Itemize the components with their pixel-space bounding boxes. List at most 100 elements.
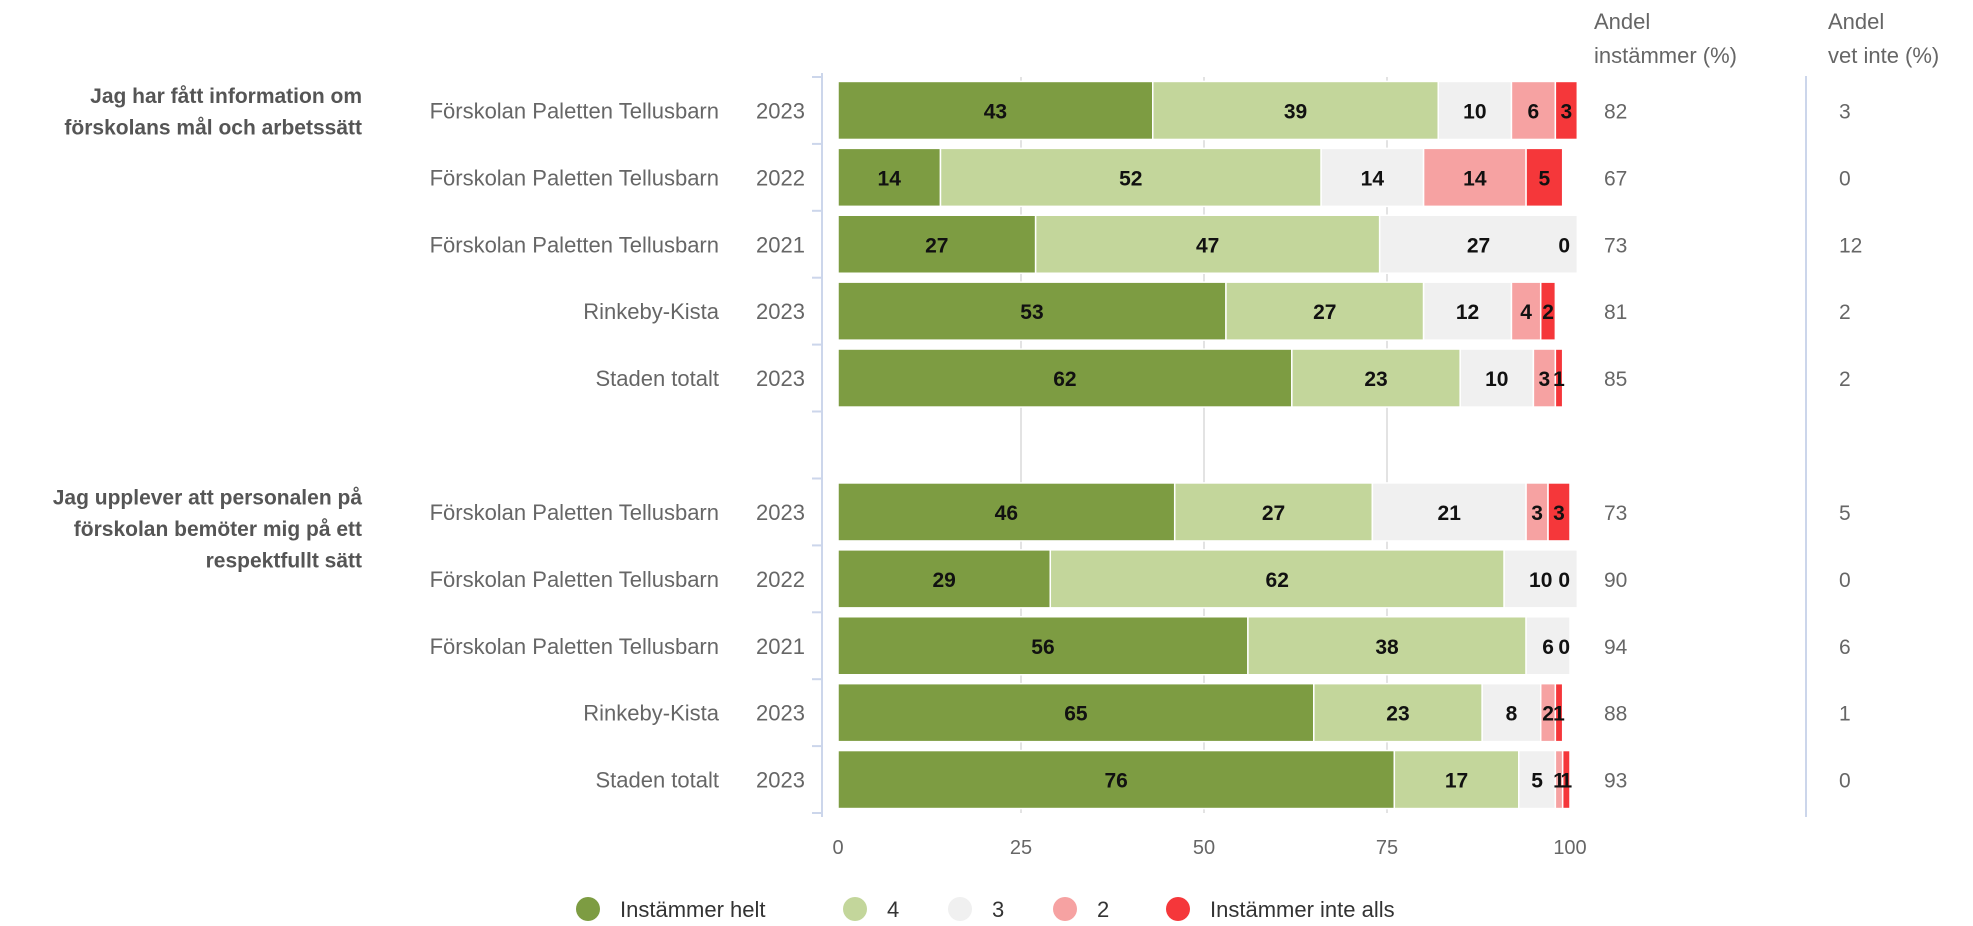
data-label: 5 — [1531, 770, 1543, 793]
dont-know-value: 0 — [1839, 770, 1851, 793]
bar-segment — [939, 147, 1322, 208]
data-label: 10 — [1485, 368, 1508, 391]
data-label: 21 — [1438, 502, 1462, 525]
data-label: 0 — [1558, 234, 1570, 257]
bar-segment — [1173, 482, 1374, 542]
x-tick-label: 0 — [832, 837, 843, 859]
dont-know-value: 0 — [1839, 167, 1851, 190]
row-unit-label: Staden totalt — [595, 768, 719, 793]
legend-item-label: 4 — [887, 897, 899, 922]
question-label: Jag upplever att personalen på — [53, 487, 363, 510]
bar-segment — [1525, 147, 1564, 208]
data-label: 46 — [995, 502, 1018, 525]
x-tick-label: 100 — [1553, 837, 1586, 859]
bars-layer — [837, 80, 1579, 810]
bar-segment — [1554, 682, 1564, 743]
bar-segment — [1422, 147, 1527, 208]
data-label: 39 — [1284, 100, 1307, 123]
row-unit-label: Förskolan Paletten Tellusbarn — [430, 232, 719, 257]
bar-segment — [837, 616, 1249, 676]
agree-value: 82 — [1604, 100, 1627, 123]
bar-segment — [1561, 749, 1571, 810]
agree-value: 73 — [1604, 234, 1627, 257]
row-unit-label: Förskolan Paletten Tellusbarn — [430, 634, 719, 659]
legend-item-label: Instämmer helt — [620, 897, 766, 922]
agree-value: 81 — [1604, 301, 1627, 324]
data-label: 1 — [1553, 770, 1565, 793]
agree-value: 88 — [1604, 703, 1627, 726]
data-label: 10 — [1529, 569, 1552, 592]
dont-know-value: 3 — [1839, 100, 1851, 123]
row-year-label: 2022 — [756, 567, 805, 592]
row-year-label: 2021 — [756, 634, 805, 659]
dont-know-value: 0 — [1839, 569, 1851, 592]
legend-item-label: 3 — [992, 897, 1004, 922]
bar-segment — [837, 749, 1396, 810]
data-label: 1 — [1560, 770, 1572, 793]
question-label: respektfullt sätt — [206, 550, 362, 573]
data-label: 14 — [1361, 167, 1385, 190]
data-label: 17 — [1445, 770, 1468, 793]
row-unit-label: Förskolan Paletten Tellusbarn — [430, 165, 719, 190]
dontknow-header-line1: Andel — [1828, 9, 1884, 34]
data-label: 6 — [1542, 636, 1554, 659]
dont-know-value: 2 — [1839, 368, 1851, 391]
row-year-label: 2023 — [756, 299, 805, 324]
bar-segment — [1554, 80, 1579, 141]
bar-segment — [1049, 549, 1505, 609]
bar-segment — [1378, 214, 1579, 274]
data-label: 53 — [1020, 301, 1043, 324]
data-label: 2 — [1542, 703, 1554, 726]
agree-value: 73 — [1604, 502, 1627, 525]
question-label: förskolans mål och arbetssätt — [64, 117, 362, 140]
data-label: 23 — [1386, 703, 1409, 726]
row-year-label: 2021 — [756, 232, 805, 257]
data-label: 1 — [1553, 368, 1565, 391]
bar-segment — [1393, 749, 1520, 810]
data-label: 65 — [1064, 703, 1088, 726]
legend-layer[interactable]: Instämmer helt 4 3 2 Instämmer inte alls — [576, 897, 1395, 922]
bar-segment — [1525, 616, 1571, 676]
dont-know-value: 5 — [1839, 502, 1851, 525]
data-label: 3 — [1531, 502, 1543, 525]
data-label: 2 — [1542, 301, 1554, 324]
bar-segment — [1371, 482, 1527, 542]
bar-segment — [1152, 80, 1439, 141]
data-label: 43 — [984, 100, 1007, 123]
agree-value: 93 — [1604, 770, 1627, 793]
data-label: 14 — [878, 167, 902, 190]
agree-value: 94 — [1604, 636, 1628, 659]
data-label: 14 — [1463, 167, 1487, 190]
bar-segment — [837, 80, 1154, 141]
data-label: 3 — [1539, 368, 1551, 391]
bar-segment — [1291, 348, 1461, 408]
row-unit-label: Förskolan Paletten Tellusbarn — [430, 567, 719, 592]
data-label: 0 — [1558, 569, 1570, 592]
bar-segment — [1481, 682, 1542, 743]
row-year-label: 2023 — [756, 768, 805, 793]
data-label: 0 — [1558, 636, 1570, 659]
row-year-label: 2023 — [756, 500, 805, 525]
data-label: 1 — [1553, 703, 1565, 726]
data-label: 3 — [1560, 100, 1572, 123]
data-label: 76 — [1104, 770, 1127, 793]
row-unit-label: Rinkeby-Kista — [583, 701, 719, 726]
dont-know-value: 2 — [1839, 301, 1851, 324]
data-label: 27 — [1467, 234, 1490, 257]
bar-segment — [1539, 281, 1557, 341]
data-label: 4 — [1520, 301, 1532, 324]
data-label: 29 — [932, 569, 955, 592]
bar-segment — [1547, 482, 1571, 542]
bar-segment — [1247, 616, 1527, 676]
row-unit-label: Rinkeby-Kista — [583, 299, 719, 324]
x-tick-label: 25 — [1010, 837, 1032, 859]
row-year-label: 2023 — [756, 366, 805, 391]
bar-segment — [1313, 682, 1483, 743]
bar-segment — [1225, 281, 1425, 341]
bar-segment — [837, 281, 1227, 341]
legend-item-label: 2 — [1097, 897, 1109, 922]
row-year-label: 2022 — [756, 165, 805, 190]
row-year-label: 2023 — [756, 701, 805, 726]
dont-know-value: 1 — [1839, 703, 1851, 726]
